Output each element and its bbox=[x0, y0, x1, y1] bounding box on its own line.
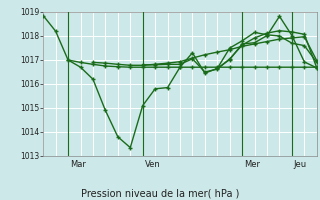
Text: Mar: Mar bbox=[70, 160, 86, 169]
Text: Mer: Mer bbox=[244, 160, 260, 169]
Text: Ven: Ven bbox=[145, 160, 160, 169]
Text: Pression niveau de la mer( hPa ): Pression niveau de la mer( hPa ) bbox=[81, 188, 239, 198]
Text: Jeu: Jeu bbox=[294, 160, 307, 169]
